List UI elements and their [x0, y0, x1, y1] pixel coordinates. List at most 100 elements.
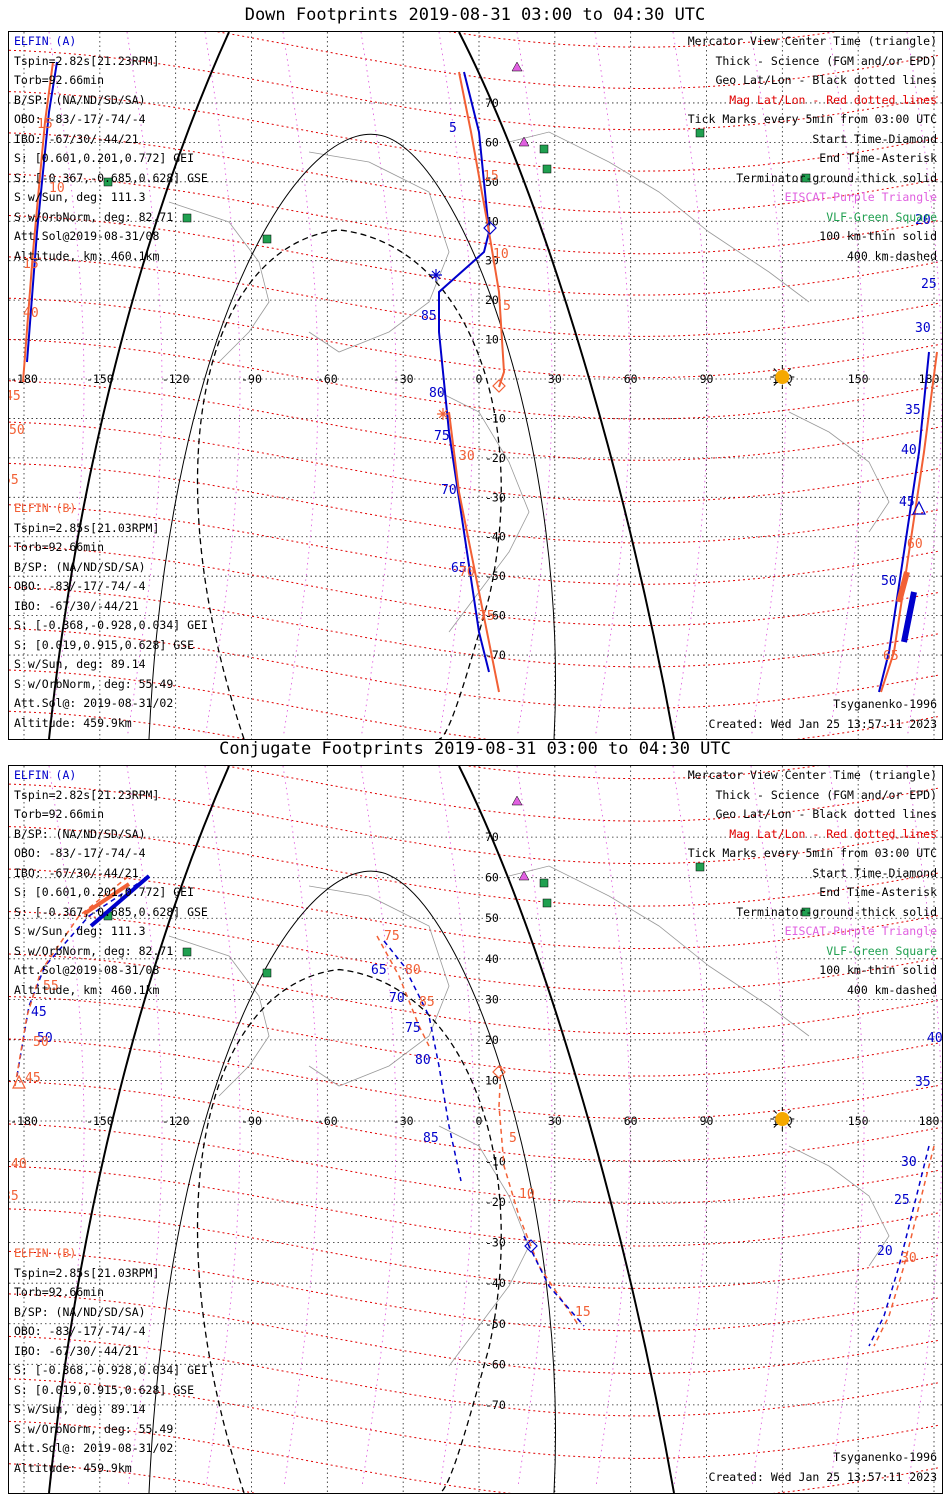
mag-latitude-curve — [215, 32, 940, 90]
vlf-square-icon — [801, 907, 811, 917]
mag-latitude-curve — [9, 1463, 257, 1493]
mag-latitude-curve — [9, 953, 940, 1034]
elfin-a-time-label: 75 — [434, 429, 450, 444]
elfin-b-time-label: 30 — [901, 1251, 917, 1266]
terminator-west — [48, 766, 230, 1493]
mag-longitude-curve — [126, 766, 163, 1487]
coastline — [308, 885, 450, 1087]
latitude-label: 30 — [485, 992, 499, 1006]
elfin-a-time-label: 85 — [423, 1131, 439, 1146]
mag-latitude-curve — [9, 339, 940, 420]
latitude-label: -30 — [485, 1236, 506, 1250]
elfin-a-time-label: 35 — [915, 1075, 931, 1090]
elfin-a-time-label: 25 — [921, 277, 937, 292]
elfin-b-time-label: 65 — [883, 649, 899, 664]
vlf-square-icon — [542, 898, 552, 908]
latitude-label: 60 — [485, 135, 499, 149]
elfin-a-info-line: S: [0.601,0.201,0.772] GEI — [14, 151, 195, 165]
terminator-east — [458, 32, 675, 739]
elfin-b-info-line: S w/Sun, deg: 89.14 — [14, 657, 146, 671]
elfin-b-info-line: Altitude: 459.9km — [14, 715, 132, 730]
mag-latitude-curve — [9, 91, 940, 172]
circle-400km — [196, 229, 502, 739]
elfin-a-info-line: IBO: -67/30/-44/21 — [14, 865, 139, 880]
longitude-label: 60 — [624, 372, 638, 386]
elfin-b-info-line: IBO: -67/30/-44/21 — [14, 598, 139, 613]
vlf-square-icon — [103, 177, 113, 187]
mag-latitude-curve — [9, 173, 940, 255]
created-timestamp: Created: Wed Jan 25 13:57:11 2023 — [708, 1470, 937, 1484]
mag-longitude-curve — [516, 766, 553, 1487]
coastline — [788, 1145, 890, 1267]
longitude-label: 90 — [700, 372, 714, 386]
elfin-a-track — [438, 71, 491, 673]
legend-line: Terminator-ground-thick solid — [736, 904, 937, 919]
elfin-b-time-label: 15 — [37, 117, 53, 132]
elfin-b-info-line: OBO: -83/-17/-74/-4 — [14, 1324, 146, 1338]
elfin-a-time-label: 50 — [37, 1031, 53, 1046]
latitude-label: 30 — [485, 254, 499, 268]
longitude-label: -150 — [86, 372, 114, 386]
longitude-label: -60 — [317, 372, 338, 386]
longitude-label: 0 — [476, 372, 483, 386]
elfin-b-time-label: 10 — [493, 247, 509, 262]
latitude-label: -30 — [485, 490, 506, 504]
latitude-label: -70 — [485, 648, 506, 662]
elfin-b-time-label: 50 — [33, 1035, 49, 1050]
start-diamond-icon — [492, 1065, 506, 1079]
mag-longitude-curve — [750, 766, 787, 1487]
mag-latitude-curve — [9, 783, 940, 865]
legend-line: 100 km-thin solid — [819, 229, 937, 243]
elfin-a-time-label: 40 — [927, 1031, 942, 1046]
elfin-b-info-line: S w/OrbNorm, deg: 55.49 — [14, 1421, 174, 1436]
elfin-b-time-label: 55 — [43, 979, 59, 994]
latitude-label: 10 — [485, 1073, 499, 1087]
elfin-b-time-label: 35 — [9, 1189, 19, 1204]
vlf-square-icon — [262, 234, 272, 244]
panel-title-down: Down Footprints 2019-08-31 03:00 to 04:3… — [244, 5, 706, 25]
longitude-label: 90 — [700, 1114, 714, 1128]
legend-line: VLF-Green Square — [826, 943, 937, 958]
elfin-b-time-label: 15 — [575, 1305, 591, 1320]
longitude-label: -120 — [162, 1114, 190, 1128]
coastline — [308, 151, 450, 353]
legend-line: Tick Marks every 5min from 03:00 UTC — [687, 112, 937, 126]
legend-line: 400 km-dashed — [846, 248, 937, 263]
elfin-b-info-line: IBO: -67/30/-44/21 — [14, 1343, 139, 1358]
circle-100km — [148, 133, 556, 739]
sun-ray — [787, 368, 792, 372]
vlf-square-icon — [182, 947, 192, 957]
longitude-label: -180 — [10, 1114, 38, 1128]
conjugate-footprints-map: -180-150-120-90-60-300306090120150180706… — [9, 766, 942, 1493]
elfin-a-info-line: ELFIN (A) — [14, 768, 77, 782]
vlf-square-icon — [695, 862, 705, 872]
elfin-b-time-label: 80 — [405, 963, 421, 978]
latitude-label: -60 — [485, 1357, 506, 1371]
elfin-a-info-line: S w/OrbNorm, deg: 82.71 — [14, 943, 174, 958]
elfin-a-time-label: 5 — [449, 121, 457, 136]
mag-latitude-curve — [9, 545, 940, 627]
vlf-square-icon — [542, 164, 552, 174]
elfin-a-time-label: 65 — [371, 963, 387, 978]
legend-line: Mercator View Center Time (triangle) — [687, 34, 937, 48]
latitude-label: 50 — [485, 175, 499, 189]
mag-longitude-curve — [282, 766, 319, 1487]
elfin-b-info-line: B/SP: (NA/ND/SD/SA) — [14, 1304, 146, 1319]
elfin-b-info-line: S: [-0.368,-0.928,0.034] GEI — [14, 618, 208, 632]
longitude-label: -150 — [86, 1114, 114, 1128]
mag-latitude-curve — [9, 462, 940, 544]
elfin-a-info-line: S: [-0.367,-0.685,0.628] GSE — [14, 904, 208, 919]
vlf-square-icon — [539, 878, 549, 888]
coastline — [508, 131, 810, 303]
coastline — [438, 1125, 530, 1367]
longitude-label: -120 — [162, 372, 190, 386]
elfin-a-info-line: IBO: -67/30/-44/21 — [14, 131, 139, 146]
mag-longitude-curve — [204, 766, 241, 1487]
legend-line: 100 km-thin solid — [819, 963, 937, 977]
latitude-label: -50 — [485, 569, 506, 583]
longitude-label: -90 — [241, 1114, 262, 1128]
elfin-a-time-label: 80 — [415, 1053, 431, 1068]
elfin-b-track — [22, 61, 54, 383]
legend-line: End Time-Asterisk — [819, 885, 937, 899]
elfin-b-time-label: 60 — [907, 537, 923, 552]
